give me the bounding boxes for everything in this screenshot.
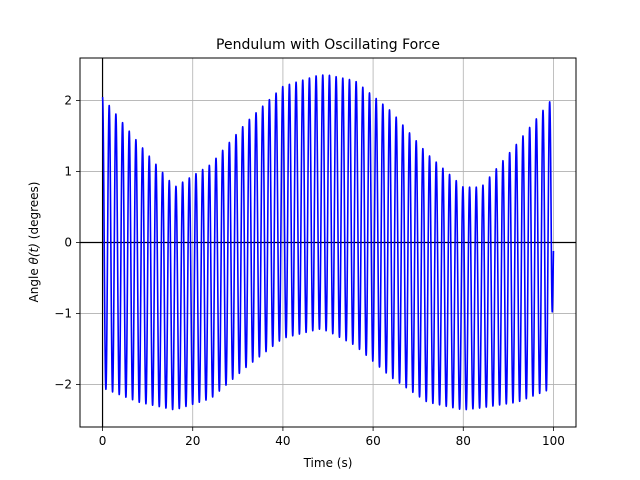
x-tick-label: 20 (185, 434, 200, 448)
y-ticks: −2 −1 0 1 2 (54, 94, 80, 391)
x-ticks: 0 20 40 60 80 100 (99, 427, 565, 448)
y-axis-label-symbol: θ(t) (27, 243, 41, 264)
y-tick-label: −2 (54, 377, 72, 391)
series-line (101, 74, 555, 411)
chart-title: Pendulum with Oscillating Force (216, 37, 440, 53)
y-tick-label: 2 (64, 94, 72, 108)
y-axis-label-suffix: (degrees) (27, 182, 41, 243)
x-tick-label: 40 (275, 434, 290, 448)
y-axis-label: Angle θ(t) (degrees) (27, 182, 41, 303)
y-tick-label: 1 (64, 165, 72, 179)
y-tick-label: 0 (64, 236, 72, 250)
x-axis-label: Time (s) (303, 456, 353, 470)
x-tick-label: 100 (542, 434, 565, 448)
x-tick-label: 80 (456, 434, 471, 448)
y-axis-label-prefix: Angle (27, 264, 41, 302)
y-tick-label: −1 (54, 306, 72, 320)
series (101, 74, 555, 411)
x-tick-label: 0 (99, 434, 107, 448)
x-tick-label: 60 (365, 434, 380, 448)
